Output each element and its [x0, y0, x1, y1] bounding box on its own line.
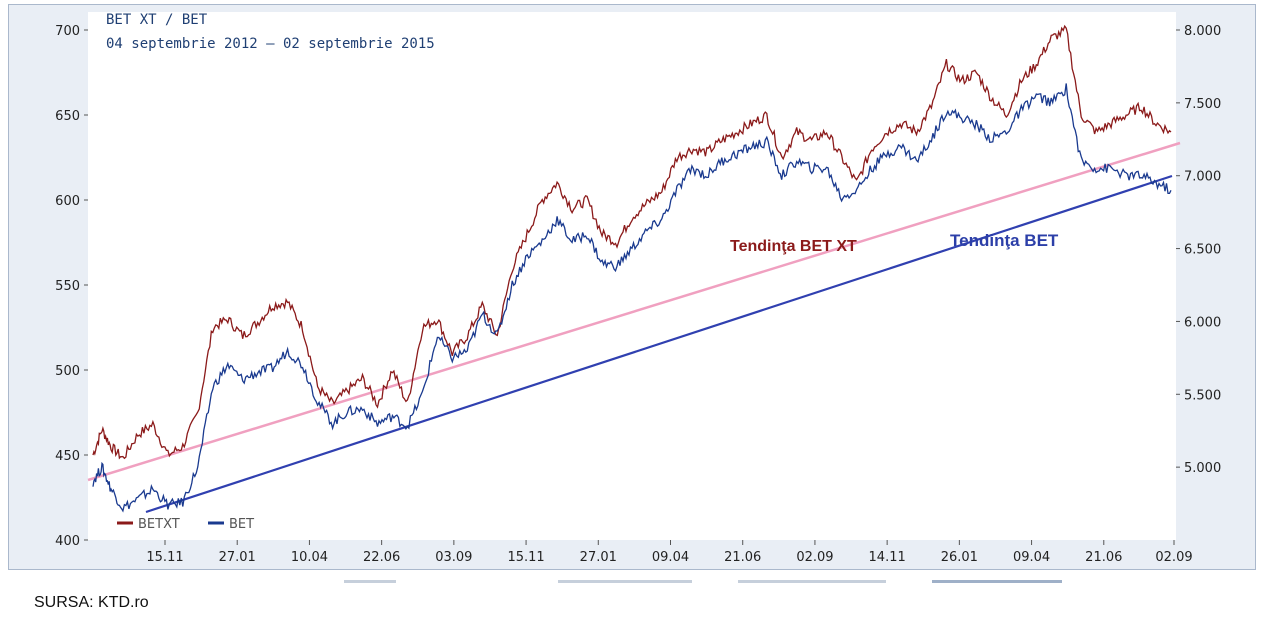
x-axis: 15.11 27.01 10.04 22.06 03.09 15.11 27.01 09.04…	[146, 540, 1193, 565]
y-right-tick-label: 5.000	[1184, 461, 1221, 476]
trend-label-betxt: Tendinţa BET XT	[730, 238, 857, 255]
range-tab[interactable]	[344, 580, 396, 583]
x-tick-label: 09.04	[652, 550, 689, 565]
y-left-tick-label: 400	[55, 534, 80, 549]
range-tab[interactable]	[558, 580, 692, 583]
x-tick-label: 15.11	[507, 550, 544, 565]
chart-title: BET XT / BET	[106, 12, 208, 28]
y-right-axis: 5.000 5.500 6.000 6.500 7.000 7.500 8.000	[1176, 24, 1221, 476]
x-tick-label: 03.09	[435, 550, 472, 565]
series-lines	[92, 24, 1172, 513]
x-tick-label: 09.04	[1013, 550, 1050, 565]
y-left-tick-label: 550	[55, 279, 80, 294]
x-tick-label: 10.04	[291, 550, 328, 565]
legend-label-betxt: BETXT	[138, 517, 180, 532]
x-tick-label: 21.06	[724, 550, 761, 565]
y-right-tick-label: 5.500	[1184, 388, 1221, 403]
series-line-betxt	[92, 24, 1172, 460]
source-note: SURSA: KTD.ro	[34, 594, 149, 611]
chart-subtitle: 04 septembrie 2012 – 02 septembrie 2015	[106, 36, 435, 52]
y-left-tick-label: 450	[55, 449, 80, 464]
plot-area	[88, 12, 1176, 540]
x-tick-label: 02.09	[796, 550, 833, 565]
legend-label-bet: BET	[229, 517, 254, 532]
range-tab[interactable]	[932, 580, 1062, 583]
y-left-tick-label: 650	[55, 109, 80, 124]
y-right-tick-label: 6.000	[1184, 315, 1221, 330]
trend-lines	[87, 141, 1181, 514]
x-tick-label: 26.01	[941, 550, 978, 565]
x-tick-label: 22.06	[363, 550, 400, 565]
y-right-tick-label: 7.000	[1184, 170, 1221, 185]
y-left-tick-label: 500	[55, 364, 80, 379]
trendline-bet	[145, 174, 1173, 514]
x-tick-label: 15.11	[146, 550, 183, 565]
range-selector[interactable]	[344, 580, 1062, 583]
x-tick-label: 14.11	[869, 550, 906, 565]
y-right-tick-label: 8.000	[1184, 24, 1221, 39]
y-right-tick-label: 6.500	[1184, 243, 1221, 258]
x-tick-label: 27.01	[219, 550, 256, 565]
y-left-axis: 400 450 500 550 600 650 700	[55, 24, 88, 549]
legend: BETXT BET	[117, 517, 254, 532]
trend-label-bet: Tendinţa BET	[950, 231, 1059, 250]
y-left-tick-label: 600	[55, 194, 80, 209]
y-left-tick-label: 700	[55, 24, 80, 39]
x-tick-label: 21.06	[1085, 550, 1122, 565]
range-tab[interactable]	[738, 580, 886, 583]
trendline-betxt	[87, 141, 1181, 482]
series-line-bet	[92, 83, 1172, 513]
x-tick-label: 27.01	[580, 550, 617, 565]
x-tick-label: 02.09	[1155, 550, 1192, 565]
y-right-tick-label: 7.500	[1184, 97, 1221, 112]
